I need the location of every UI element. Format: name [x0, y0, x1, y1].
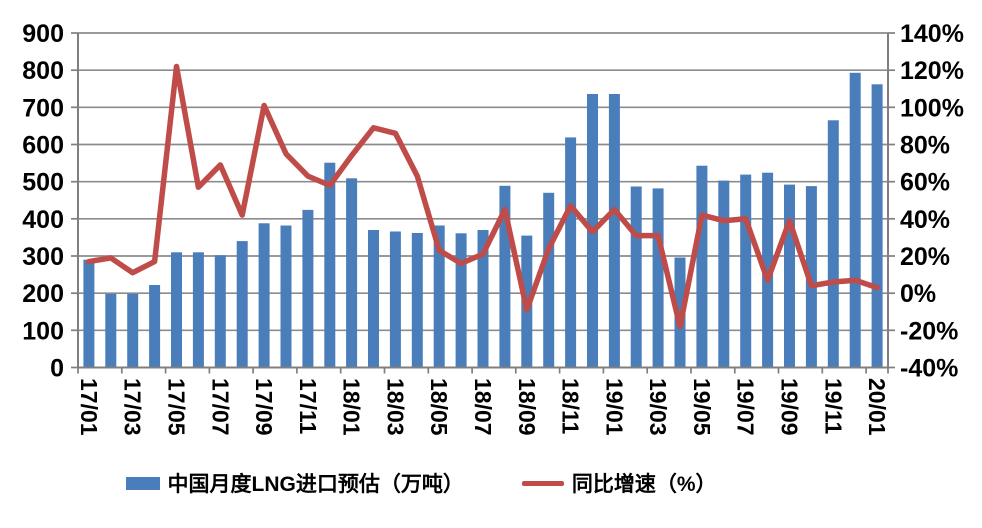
- x-axis-tick-label: 20/01: [864, 378, 890, 436]
- bar: [477, 230, 489, 368]
- right-axis-tick-label: 60%: [900, 169, 950, 197]
- bar: [214, 255, 226, 368]
- right-axis-tick-label: 20%: [900, 243, 950, 271]
- x-axis-tick-label: 17/07: [207, 378, 233, 436]
- bar: [827, 120, 839, 368]
- line-series: [86, 63, 880, 330]
- bar: [149, 285, 161, 368]
- x-axis-tick-label: 19/01: [601, 378, 627, 436]
- left-axis-tick-label: 600: [22, 132, 64, 160]
- x-axis-tick-label: 18/09: [514, 378, 540, 436]
- x-axis-tick-label: 17/09: [251, 378, 277, 436]
- x-axis-tick-label: 18/01: [339, 378, 365, 436]
- line-series-label: 同比增速（%）: [571, 473, 717, 496]
- right-axis-tick-label: -20%: [900, 317, 958, 345]
- bar: [324, 162, 336, 368]
- left-axis-tick-label: 800: [22, 57, 64, 85]
- x-axis-tick-label: 18/05: [426, 378, 452, 436]
- x-axis-tick-label: 17/03: [120, 378, 146, 436]
- left-axis-tick-label: 100: [22, 317, 64, 345]
- left-axis-tick-label: 0: [50, 355, 64, 383]
- bar: [718, 180, 730, 368]
- bar: [302, 209, 314, 368]
- bar: [171, 252, 182, 368]
- left-axis-tick-label: 700: [22, 94, 64, 122]
- right-axis-tick-label: 0%: [900, 280, 936, 308]
- x-axis-tick-label: 19/03: [645, 378, 671, 436]
- left-axis-tick-label: 300: [22, 243, 64, 271]
- x-axis-tick-label: 19/07: [733, 378, 759, 436]
- bar: [236, 241, 248, 368]
- bar: [740, 174, 752, 368]
- bar: [389, 231, 401, 368]
- x-axis-tick-label: 19/05: [689, 378, 715, 436]
- bar: [871, 84, 883, 368]
- right-axis-tick-label: 40%: [900, 206, 950, 234]
- bar: [127, 293, 139, 368]
- x-axis-tick-label: 17/05: [164, 378, 190, 436]
- left-axis-tick-label: 400: [22, 206, 64, 234]
- bar: [652, 188, 664, 368]
- bar: [346, 178, 358, 368]
- bar: [258, 223, 270, 368]
- right-axis-tick-label: 120%: [900, 57, 964, 85]
- bar: [83, 259, 95, 368]
- bar: [280, 225, 292, 368]
- x-axis-tick-label: 17/01: [76, 378, 102, 436]
- left-axis-tick-label: 500: [22, 169, 64, 197]
- right-axis-tick-label: 80%: [900, 132, 950, 160]
- right-axis-tick-label: 140%: [900, 20, 964, 48]
- bar: [105, 293, 117, 368]
- legend: 中国月度LNG进口预估（万吨） 同比增速（%）: [0, 468, 912, 498]
- x-axis-tick-label: 19/09: [777, 378, 803, 436]
- bar: [411, 233, 423, 368]
- bar: [805, 186, 817, 368]
- bar: [849, 72, 861, 368]
- line-series-swatch: [521, 480, 564, 486]
- bar: [696, 165, 708, 368]
- left-axis-tick-label: 200: [22, 280, 64, 308]
- x-axis-tick-label: 18/07: [470, 378, 496, 436]
- x-axis-tick-label: 18/11: [558, 378, 584, 434]
- bar-series-swatch: [125, 476, 160, 490]
- bar-series-label: 中国月度LNG进口预估（万吨）: [167, 473, 464, 496]
- bar: [499, 185, 511, 368]
- legend-item-bar-series: 中国月度LNG进口预估（万吨）: [125, 468, 464, 498]
- bar: [630, 186, 642, 368]
- bar: [784, 184, 795, 368]
- x-axis-tick-label: 19/11: [820, 378, 846, 434]
- x-axis-tick-label: 18/03: [382, 378, 408, 436]
- legend-item-line-series: 同比增速（%）: [521, 468, 717, 498]
- bar: [565, 137, 577, 368]
- chart-canvas: 900 800 700 600 500 400 300 200 100 0 140% 120% 100%…: [22, 20, 964, 436]
- bar: [543, 192, 555, 368]
- right-axis-tick-label: -40%: [900, 355, 958, 383]
- bar: [762, 172, 774, 368]
- bar: [608, 94, 620, 368]
- right-axis-tick-label: 100%: [900, 94, 964, 122]
- bar: [192, 252, 204, 368]
- bar: [455, 233, 467, 368]
- bar: [433, 225, 445, 368]
- left-axis-tick-label: 900: [22, 20, 64, 48]
- x-axis-tick-label: 17/11: [295, 378, 321, 434]
- bar: [368, 230, 379, 368]
